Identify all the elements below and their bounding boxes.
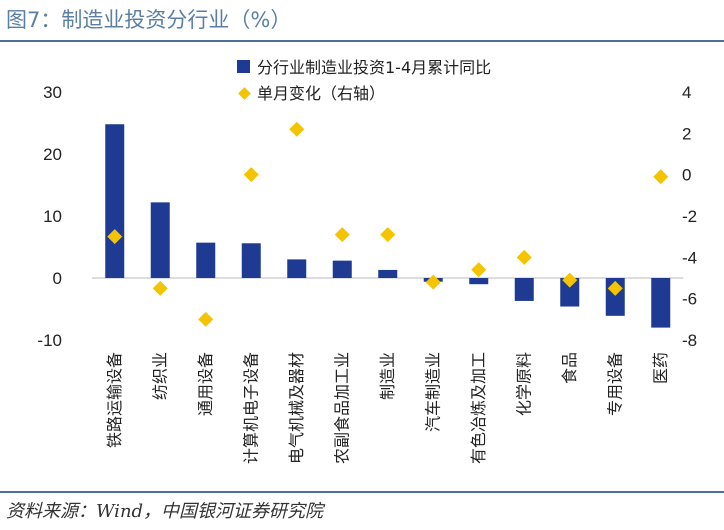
category-label: 有色冶炼及加工 xyxy=(469,352,488,464)
marker-point xyxy=(516,249,532,265)
category-label: 电气机械及器材 xyxy=(287,352,306,464)
marker-point xyxy=(562,272,578,288)
category-labels: 铁路运输设备 纺织业 通用设备 计算机电子设备 电气机械及器材 农副食品加工业 制造业 汽车制… xyxy=(105,352,670,464)
category-label: 化学原料 xyxy=(514,352,533,416)
bar xyxy=(514,278,534,301)
figure-title: 图7：制造业投资分行业（%） xyxy=(6,8,292,32)
right-axis: 4 2 0 -2 -4 -6 -8 xyxy=(682,83,697,350)
category-label: 专用设备 xyxy=(605,352,624,416)
marker-point xyxy=(425,274,441,290)
marker-series xyxy=(107,121,669,327)
marker-point xyxy=(607,280,623,296)
bar xyxy=(378,269,398,278)
legend-marker-label: 单月变化（右轴） xyxy=(257,84,385,103)
category-label: 食品 xyxy=(560,352,579,384)
marker-point xyxy=(107,229,123,245)
left-tick-label: 30 xyxy=(43,83,62,102)
top-divider xyxy=(0,40,724,42)
marker-point xyxy=(198,311,214,327)
left-axis: 30 20 10 0 -10 xyxy=(37,83,62,350)
bar xyxy=(469,278,489,285)
bar xyxy=(287,259,307,278)
marker-point xyxy=(471,262,487,278)
category-label: 通用设备 xyxy=(196,352,215,416)
right-tick-label: -6 xyxy=(682,290,697,309)
bar xyxy=(150,202,170,278)
marker-point xyxy=(380,227,396,243)
category-label: 汽车制造业 xyxy=(423,352,442,432)
left-tick-label: 0 xyxy=(53,269,62,288)
legend-marker-swatch xyxy=(238,87,251,100)
left-tick-label: 20 xyxy=(43,145,62,164)
legend-bar-label: 分行业制造业投资1-4月累计同比 xyxy=(257,58,491,77)
marker-point xyxy=(653,169,669,185)
bar xyxy=(332,260,352,278)
right-tick-label: 2 xyxy=(682,124,691,143)
bar xyxy=(105,124,125,279)
source-note: 资料来源：Wind，中国银河证券研究院 xyxy=(6,501,324,522)
category-label: 计算机电子设备 xyxy=(241,352,260,464)
category-label: 农副食品加工业 xyxy=(332,352,351,464)
right-tick-label: -4 xyxy=(682,248,697,267)
left-tick-label: 10 xyxy=(43,207,62,226)
category-label: 制造业 xyxy=(378,352,397,400)
marker-point xyxy=(334,227,350,243)
category-label: 医药 xyxy=(651,352,670,384)
marker-point xyxy=(152,280,168,296)
bar xyxy=(196,242,216,278)
right-tick-label: -2 xyxy=(682,207,697,226)
bar xyxy=(560,278,580,307)
category-label: 纺织业 xyxy=(150,352,169,400)
bar xyxy=(241,243,261,278)
legend: 分行业制造业投资1-4月累计同比 单月变化（右轴） xyxy=(237,58,491,103)
marker-point xyxy=(289,121,305,137)
right-tick-label: 0 xyxy=(682,166,691,185)
legend-bar-swatch xyxy=(237,60,250,73)
category-label: 铁路运输设备 xyxy=(105,352,124,448)
right-tick-label: 4 xyxy=(682,83,691,102)
right-tick-label: -8 xyxy=(682,331,697,350)
bar xyxy=(651,278,671,328)
left-tick-label: -10 xyxy=(37,331,62,350)
marker-point xyxy=(243,167,259,183)
bar-series xyxy=(105,124,671,328)
bottom-divider xyxy=(0,491,724,493)
